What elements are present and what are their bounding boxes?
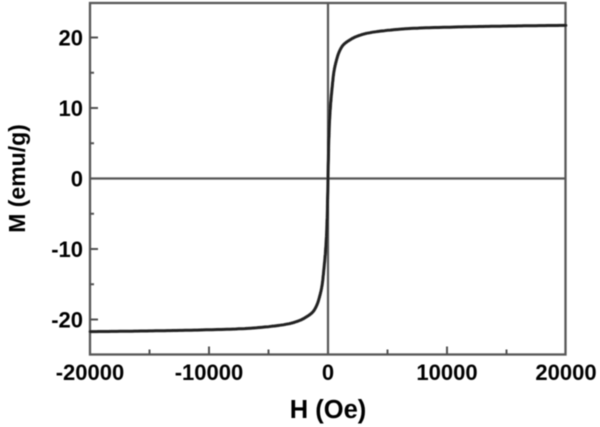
svg-text:-10000: -10000 <box>175 360 244 385</box>
svg-text:-10: -10 <box>51 237 83 262</box>
svg-text:H (Oe): H (Oe) <box>290 396 367 424</box>
svg-text:0: 0 <box>322 360 334 385</box>
svg-text:10: 10 <box>59 96 83 121</box>
svg-text:20: 20 <box>59 26 83 51</box>
svg-text:-20: -20 <box>51 308 83 333</box>
svg-text:10000: 10000 <box>416 360 477 385</box>
svg-text:-20000: -20000 <box>56 360 125 385</box>
svg-text:0: 0 <box>71 167 83 192</box>
svg-text:20000: 20000 <box>535 360 596 385</box>
svg-text:M (emu/g): M (emu/g) <box>4 124 30 233</box>
